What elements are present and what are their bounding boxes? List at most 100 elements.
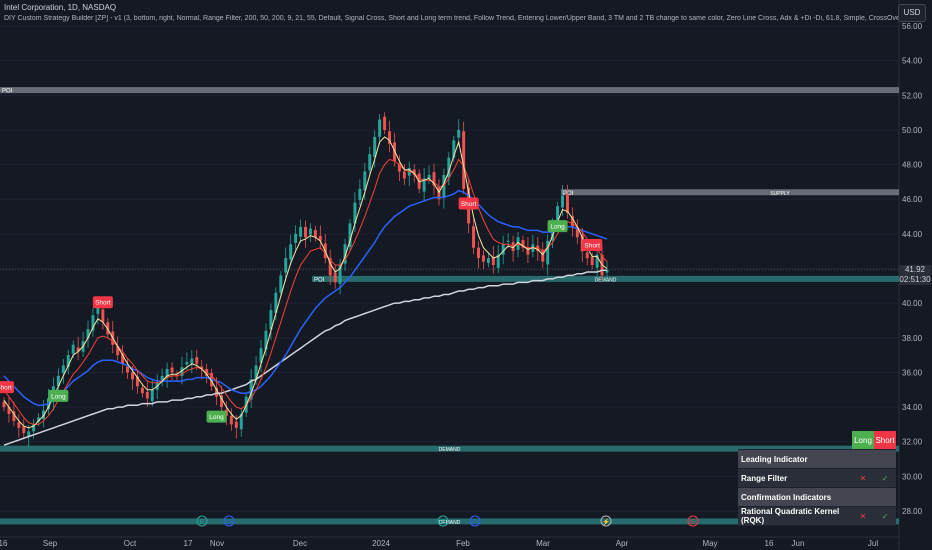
x-tick-label: 2024: [372, 539, 390, 548]
x-tick-label: Feb: [456, 539, 470, 548]
last-price-tag: 41.92: [899, 265, 931, 275]
candle-body: [61, 365, 65, 374]
candle-body: [486, 258, 490, 263]
x-tick-label: 17: [184, 539, 193, 548]
candle-body: [481, 255, 485, 262]
candle-body: [541, 249, 545, 262]
candle-body: [585, 252, 589, 259]
zone-band: [0, 87, 899, 94]
candle-body: [91, 315, 95, 331]
y-tick-label: 48.00: [902, 161, 923, 170]
event-marker-glyph: D: [227, 519, 232, 526]
currency-button[interactable]: USD: [898, 4, 926, 22]
zone-label: POI: [563, 191, 574, 197]
candle-body: [452, 140, 456, 158]
candle-body: [269, 310, 273, 330]
event-marker-glyph: ⚡: [602, 518, 610, 526]
event-marker-icon[interactable]: [437, 515, 449, 527]
zone-band: [312, 275, 899, 282]
x-tick-label: May: [702, 539, 717, 548]
candle-body: [447, 157, 451, 178]
candle-body: [496, 254, 500, 268]
event-marker-icon[interactable]: [687, 515, 699, 527]
candle-body: [116, 346, 120, 356]
long-signal-label: [48, 389, 69, 402]
y-tick-label: 54.00: [902, 57, 923, 66]
candle-body: [536, 245, 540, 252]
candle-body: [2, 401, 6, 408]
candle-body: [165, 368, 169, 378]
candle-body: [37, 417, 41, 422]
candle-body: [462, 131, 466, 189]
candle-body: [195, 357, 199, 364]
candle-body: [402, 171, 406, 179]
candle-body: [71, 344, 75, 354]
candle-body: [274, 292, 278, 313]
candle-body: [259, 348, 263, 363]
zone-band: [0, 518, 899, 525]
candle-body: [219, 395, 223, 408]
signal-text: Short: [584, 243, 600, 250]
y-tick-label: 52.00: [902, 91, 923, 100]
candle-body: [304, 226, 307, 238]
event-marker-icon[interactable]: [223, 515, 235, 527]
event-marker-icon[interactable]: [196, 515, 208, 527]
candle-body: [388, 131, 392, 144]
event-marker-icon[interactable]: [600, 515, 612, 527]
confirmation-indicators-heading: Confirmation Indicators: [738, 488, 896, 506]
signal-text: Short: [0, 385, 12, 392]
candle-body: [190, 358, 194, 364]
zone-label: POI: [2, 89, 13, 95]
indicator-legend[interactable]: DIY Custom Strategy Builder [ZP] - v1 (3…: [4, 15, 899, 22]
candle-body: [170, 367, 174, 373]
candle-body: [472, 226, 476, 248]
candle-body: [215, 387, 219, 397]
candle-body: [378, 119, 382, 137]
candle-body: [491, 256, 495, 266]
candle-body: [477, 247, 480, 259]
candle-body: [397, 163, 401, 172]
zone-type-label: SUPPLY: [770, 191, 790, 197]
candle-body: [56, 375, 60, 387]
candle-body: [343, 244, 347, 264]
candle-body: [131, 372, 134, 380]
candle-body: [101, 309, 105, 323]
candle-body: [294, 233, 298, 243]
range-filter-long-status: ✕: [852, 469, 874, 487]
event-marker-icon[interactable]: [469, 515, 481, 527]
short-signal-label: [0, 381, 14, 394]
candle-body: [249, 379, 253, 400]
candle-body: [565, 194, 569, 214]
short-signal-label: [458, 197, 479, 210]
zone-band: [0, 445, 899, 452]
candle-body: [66, 355, 70, 367]
zone-band: [561, 189, 899, 196]
short-signal-label: [92, 296, 113, 309]
x-tick-label: Dec: [293, 539, 307, 548]
candle-body: [526, 247, 530, 255]
candle-body: [521, 240, 525, 248]
candle-body: [561, 195, 564, 208]
candle-body: [546, 240, 550, 265]
candle-body: [575, 226, 579, 238]
candle-body: [289, 244, 293, 260]
candle-body: [76, 347, 80, 352]
x-tick-label: 16: [0, 539, 8, 548]
y-tick-label: 32.00: [902, 438, 923, 447]
x-tick-label: Jun: [792, 539, 805, 548]
candle-body: [140, 387, 144, 394]
x-tick-label: Apr: [616, 539, 629, 548]
candle-body: [363, 171, 367, 191]
candle-body: [185, 362, 189, 365]
x-tick-label: Nov: [210, 539, 224, 548]
range-filter-short-status: ✓: [874, 469, 896, 487]
signal-text: Long: [209, 414, 224, 421]
candle-body: [229, 415, 233, 425]
candle-body: [516, 237, 520, 250]
signal-text: Short: [461, 201, 477, 208]
zone-type-label: DEMAND: [439, 520, 461, 526]
event-marker-glyph: D: [473, 519, 478, 526]
candle-body: [412, 169, 416, 175]
x-tick-label: Sep: [43, 539, 58, 548]
